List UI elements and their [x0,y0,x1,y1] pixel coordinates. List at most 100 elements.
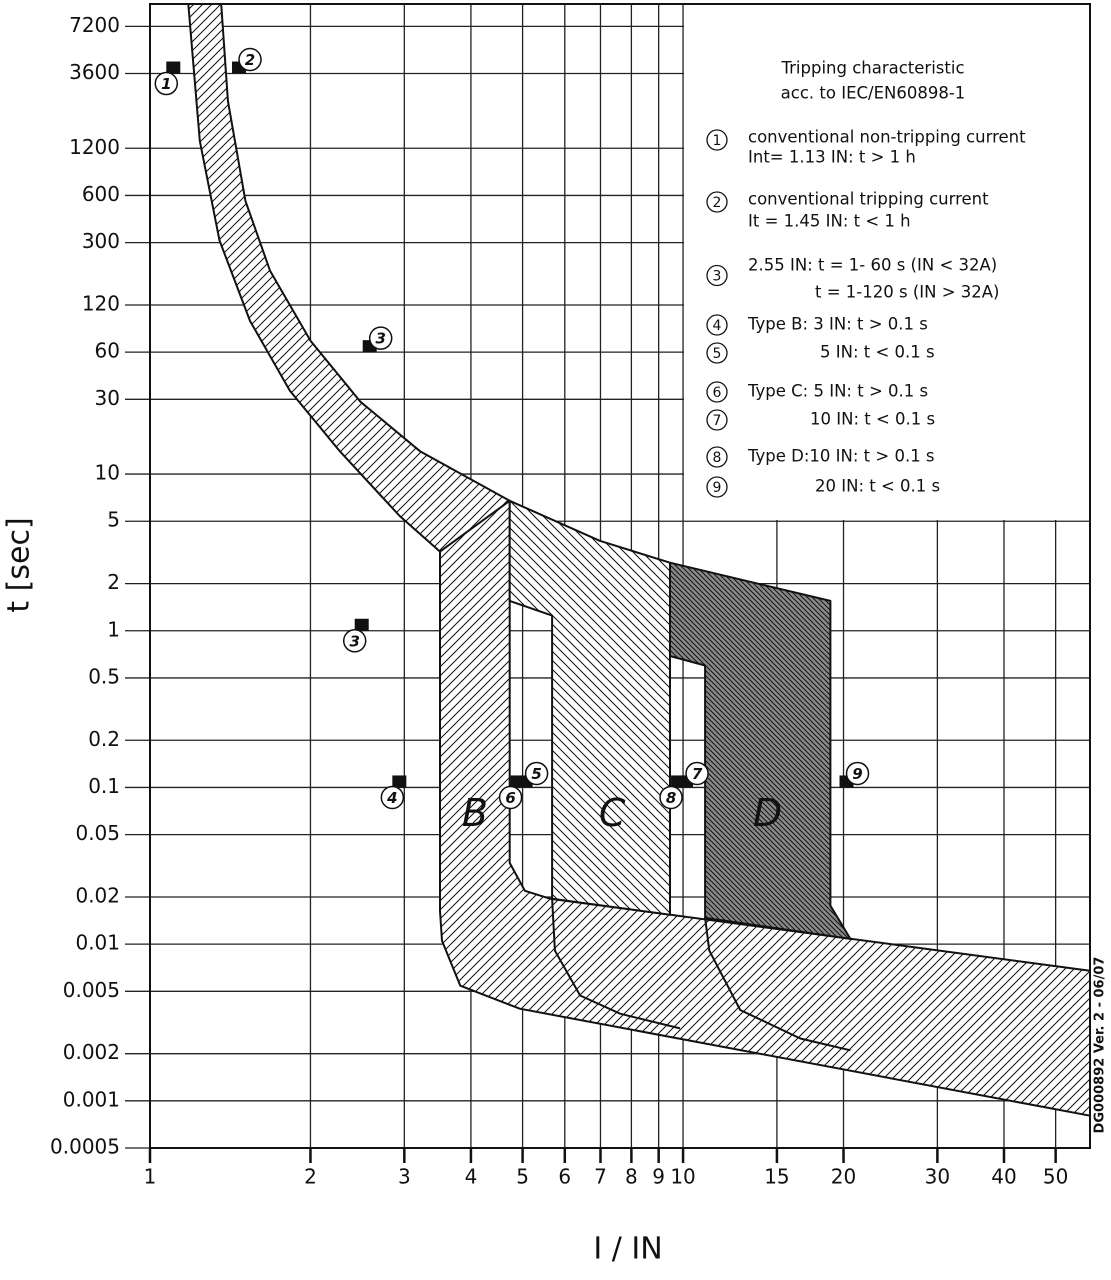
marker-number: 4 [386,789,397,807]
legend-text: 5 IN: t < 0.1 s [820,343,935,362]
y-tick-label: 0.2 [88,727,120,751]
marker-circle [238,47,262,72]
x-tick-label: 40 [991,1165,1016,1189]
legend-circle [706,381,728,403]
marker-circle [342,629,367,653]
legend-number: 4 [713,318,722,334]
legend-number: 9 [713,480,722,496]
legend-text: t = 1-120 s (IN > 32A) [815,283,1000,302]
version-note: DG000892 Ver. 2 - 06/07 [1093,957,1108,1134]
y-tick-label: 5 [107,508,120,532]
marker-number: 9 [852,765,862,783]
y-tick-label: 0.01 [75,931,120,955]
y-tick-label: 1200 [69,135,120,159]
marker-circle [380,785,405,810]
x-tick-label: 15 [764,1165,789,1189]
legend-title: acc. to IEC/EN60898-1 [781,84,966,103]
y-tick-label: 30 [95,386,120,410]
legend-text: 20 IN: t < 0.1 s [815,477,940,496]
legend-text: 2.55 IN: t = 1- 60 s (IN < 32A) [748,256,997,275]
legend-text: Int= 1.13 IN: t > 1 h [748,148,916,167]
legend-text: conventional non-tripping current [748,128,1026,147]
y-axis-label: t [sec] [2,517,37,612]
marker-flag [510,775,525,788]
legend-circle [706,409,728,431]
y-tick-label: 3600 [69,60,120,84]
y-tick-label: 0.0005 [50,1135,120,1159]
x-tick-label: 1 [144,1165,157,1189]
marker-flag [166,61,181,74]
marker-number: 7 [692,765,703,783]
legend-box [684,5,1089,520]
legend-number: 7 [713,413,722,429]
legend-circle [706,129,728,151]
marker-flag [671,775,686,788]
legend-title: Tripping characteristic [780,59,964,78]
legend-text: 10 IN: t < 0.1 s [810,410,935,429]
legend-circle [706,446,728,468]
trip-region [669,561,852,940]
x-axis-label: I / IN [593,1232,662,1267]
legend-number: 5 [713,346,722,362]
marker-circle [368,326,393,350]
x-tick-label: 4 [465,1165,478,1189]
marker-number: 3 [375,330,385,348]
boundary-curve [551,898,681,1030]
marker-number: 8 [666,789,676,807]
marker-circle [845,761,870,786]
y-tick-label: 0.005 [63,978,120,1002]
legend-number: 3 [713,269,722,285]
marker-circle [524,761,549,786]
marker-number: 6 [505,789,515,807]
x-tick-label: 6 [558,1165,571,1189]
y-tick-label: 600 [82,182,120,206]
y-tick-label: 0.5 [88,664,120,688]
legend-text: Type C: 5 IN: t > 0.1 s [747,382,928,401]
legend-number: 8 [713,450,722,466]
x-tick-label: 9 [652,1165,665,1189]
legend-number: 1 [713,133,722,149]
frame [149,3,1091,1149]
y-tick-label: 300 [82,229,120,253]
marker-number: 5 [531,765,541,783]
y-tick-label: 0.001 [63,1087,120,1111]
x-tick-label: 50 [1043,1165,1068,1189]
x-tick-label: 10 [670,1165,695,1189]
legend-circle [706,264,728,287]
legend-circle [706,476,728,498]
marker-flag [392,775,407,788]
legend-circle [706,342,728,364]
marker-circle [685,761,709,786]
marker-circle [154,71,179,96]
y-tick-label: 60 [95,339,120,363]
marker-flag [232,61,247,74]
legend-number: 2 [713,195,722,211]
x-tick-label: 2 [304,1165,317,1189]
marker-number: 1 [161,75,171,93]
region-label: B [462,791,488,835]
legend-circle [706,314,728,336]
trip-region [508,499,671,916]
marker-number: 3 [349,632,359,650]
x-tick-label: 3 [398,1165,411,1189]
legend-text: It = 1.45 IN: t < 1 h [748,212,911,231]
legend-circle [706,191,728,213]
legend-text: Type D:10 IN: t > 0.1 s [747,447,935,466]
y-tick-label: 0.02 [75,883,120,907]
x-tick-label: 5 [516,1165,529,1189]
x-tick-label: 30 [925,1165,950,1189]
y-tick-label: 120 [82,291,120,315]
legend-number: 6 [713,385,722,401]
marker-flag [354,618,369,631]
x-tick-label: 7 [594,1165,607,1189]
y-tick-label: 0.05 [75,821,120,845]
x-tick-label: 20 [831,1165,856,1189]
boundary-curve [704,917,851,1052]
y-tick-label: 2 [107,570,120,594]
legend-text: Type B: 3 IN: t > 0.1 s [747,315,928,334]
region-label: C [599,791,626,835]
y-tick-label: 0.1 [88,774,120,798]
y-tick-label: 7200 [69,13,120,37]
region-label: D [753,791,782,835]
